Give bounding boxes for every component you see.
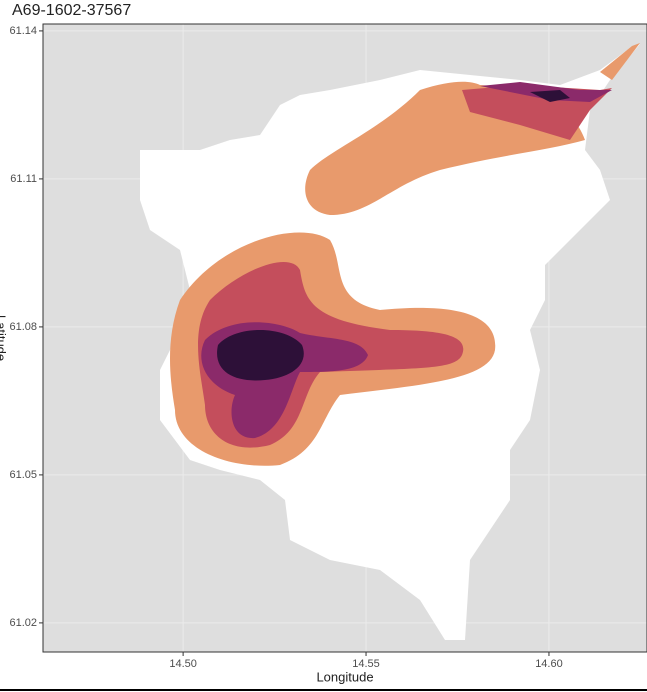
x-axis-label: Longitude xyxy=(316,669,373,684)
axes: 14.50 14.55 14.60 61.02 61.05 61.08 61.11 61.14 xyxy=(9,25,562,670)
y-tick-label: 61.11 xyxy=(10,173,37,185)
y-axis-label: Latitude xyxy=(0,315,9,361)
density-contour xyxy=(600,43,640,80)
chart-title: A69-1602-37567 xyxy=(12,2,131,19)
map-layers xyxy=(140,43,640,640)
y-tick-label: 61.02 xyxy=(9,617,37,629)
y-tick-label: 61.05 xyxy=(9,469,37,481)
x-tick-label: 14.60 xyxy=(535,658,563,670)
panel-border xyxy=(42,23,647,653)
x-tick-label: 14.50 xyxy=(169,658,197,670)
density-contour xyxy=(530,90,570,102)
x-tick-label: 14.55 xyxy=(352,658,380,670)
y-tick-label: 61.14 xyxy=(9,25,37,37)
density-contour xyxy=(217,330,304,381)
y-tick-label: 61.08 xyxy=(9,321,37,333)
